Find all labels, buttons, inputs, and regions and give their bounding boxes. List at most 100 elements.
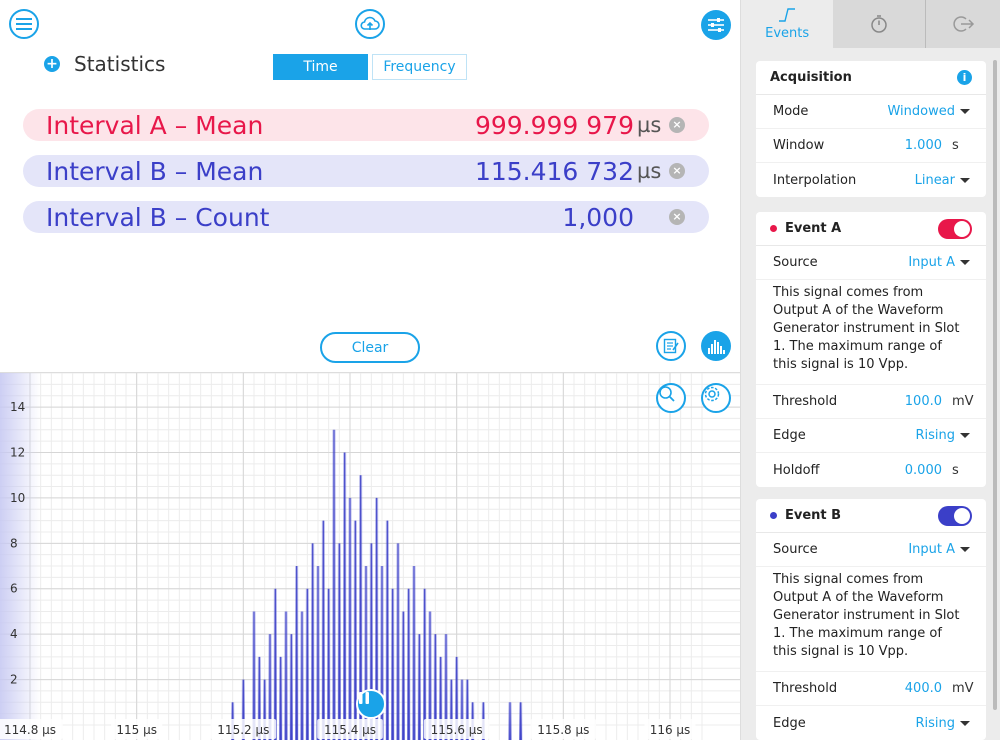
cloud-upload-icon [360,16,380,30]
gear-icon [704,386,720,402]
y-tick-label: 2 [10,673,18,687]
stat-value: 1,000 [562,202,634,232]
controls-button[interactable] [701,10,731,40]
stat-label: Interval B – Count [46,202,270,232]
x-tick-label: 114.8 µs [4,723,56,737]
y-tick-label: 4 [10,627,18,641]
statistics-header: + Statistics [44,52,165,76]
export-icon [953,16,974,32]
x-tick-label-bg [0,719,63,739]
info-icon[interactable]: i [957,70,972,85]
histogram-view-button[interactable] [701,331,731,361]
tab-frequency[interactable]: Frequency [372,54,467,80]
notes-button[interactable] [656,331,686,361]
magnifier-icon [659,386,675,402]
remove-stat-icon[interactable]: × [669,117,685,133]
x-tick-label-bg [423,719,490,739]
source-label: Source [773,542,818,557]
y-tick-label: 6 [10,582,18,596]
holdoff-label: Holdoff [773,462,820,478]
plot-settings-button[interactable] [701,383,731,413]
acquisition-card: Acquisition i Mode Windowed Window 1.000… [756,61,986,197]
event-b-edge-row[interactable]: Edge Rising [756,706,986,740]
time-frequency-toggle: Time Frequency [273,54,467,80]
tab-timing[interactable] [833,0,926,48]
interpolation-select[interactable]: Linear [915,173,970,188]
interpolation-label: Interpolation [773,172,857,188]
event-a-toggle[interactable] [938,218,972,239]
event-a-source-select[interactable]: Input A [908,255,970,270]
y-tick-label: 12 [10,445,25,459]
threshold-value: 100.0 [904,394,942,409]
stat-unit: µs [637,159,662,183]
chevron-down-icon [960,547,970,552]
remove-stat-icon[interactable]: × [669,209,685,225]
menu-button[interactable] [9,9,39,39]
event-a-source-row[interactable]: Source Input A [756,246,986,280]
sliders-icon [708,18,724,32]
histogram-icon [708,340,725,354]
tab-time[interactable]: Time [273,54,368,80]
cloud-upload-button[interactable] [355,9,385,39]
event-b-source-row[interactable]: Source Input A [756,533,986,567]
edge-value: Rising [915,715,955,731]
notes-icon [663,338,679,354]
x-tick-label-bg [317,719,383,739]
pause-button[interactable] [356,689,386,719]
histogram-chart: 2 4 6 8 10 12 14 114.8 µs 115 µs 115.2 µs 115.4 µ… [0,373,740,740]
event-b-toggle[interactable] [938,505,972,526]
chevron-down-icon [960,433,970,438]
event-b-header: Event B [756,499,986,533]
tab-events[interactable]: Events [741,0,834,48]
add-statistic-button[interactable]: + [44,56,60,72]
acquisition-title: Acquisition [770,70,852,85]
stat-row-interval-b-mean: Interval B – Mean 115.416 732 µs × [23,155,709,187]
threshold-unit: mV [952,394,974,409]
event-b-threshold-field[interactable]: 400.0 mV [905,681,974,696]
event-a-holdoff-field[interactable]: 0.000 s [905,463,970,478]
mode-select[interactable]: Windowed [887,104,970,119]
main-area: + Statistics Time Frequency Interval A –… [0,9,740,740]
event-a-dot-icon [770,225,777,232]
event-b-edge-select[interactable]: Rising [915,716,970,731]
threshold-label: Threshold [773,681,838,696]
histogram-plot[interactable]: 2 4 6 8 10 12 14 114.8 µs 115 µs 115.2 µs 115.4 µ… [0,372,740,740]
source-label: Source [773,255,818,270]
stat-label: Interval B – Mean [46,156,264,186]
edge-value: Rising [915,428,955,443]
hamburger-icon [16,18,32,30]
remove-stat-icon[interactable]: × [669,163,685,179]
stopwatch-icon [871,15,888,33]
x-tick-label-bg [530,719,597,739]
event-a-threshold-field[interactable]: 100.0 mV [904,394,974,409]
event-a-edge-row[interactable]: Edge Rising [756,419,986,453]
x-tick-label: 115 µs [116,723,157,737]
zoom-button[interactable] [656,383,686,413]
x-tick-label: 115.4 µs [324,723,376,737]
clear-button[interactable]: Clear [320,332,420,363]
event-b-threshold-row: Threshold 400.0 mV [756,672,986,706]
y-tick-label: 10 [10,491,25,505]
mode-row[interactable]: Mode Windowed [756,95,986,129]
event-a-edge-select[interactable]: Rising [915,428,970,443]
x-tick-label: 115.2 µs [217,723,269,737]
event-b-title: Event B [785,508,842,523]
window-label: Window [773,138,825,153]
interpolation-row[interactable]: Interpolation Linear [756,163,986,197]
window-field[interactable]: 1.000 s [905,138,970,153]
threshold-label: Threshold [773,394,838,409]
x-tick-label-bg [210,719,277,739]
mode-label: Mode [773,104,809,119]
event-a-threshold-row: Threshold 100.0 mV [756,385,986,419]
x-tick-label-bg [644,719,696,739]
panel-scrollbar[interactable] [993,60,997,710]
edge-label: Edge [773,428,806,443]
stat-value: 999.999 979 [474,110,634,140]
window-value: 1.000 [904,138,942,153]
window-row: Window 1.000 s [756,129,986,163]
chevron-down-icon [960,720,970,726]
event-b-source-select[interactable]: Input A [908,542,970,557]
event-a-header: Event A [756,212,986,246]
panel-tabs: Events [741,0,1000,48]
tab-export[interactable] [925,0,1000,48]
